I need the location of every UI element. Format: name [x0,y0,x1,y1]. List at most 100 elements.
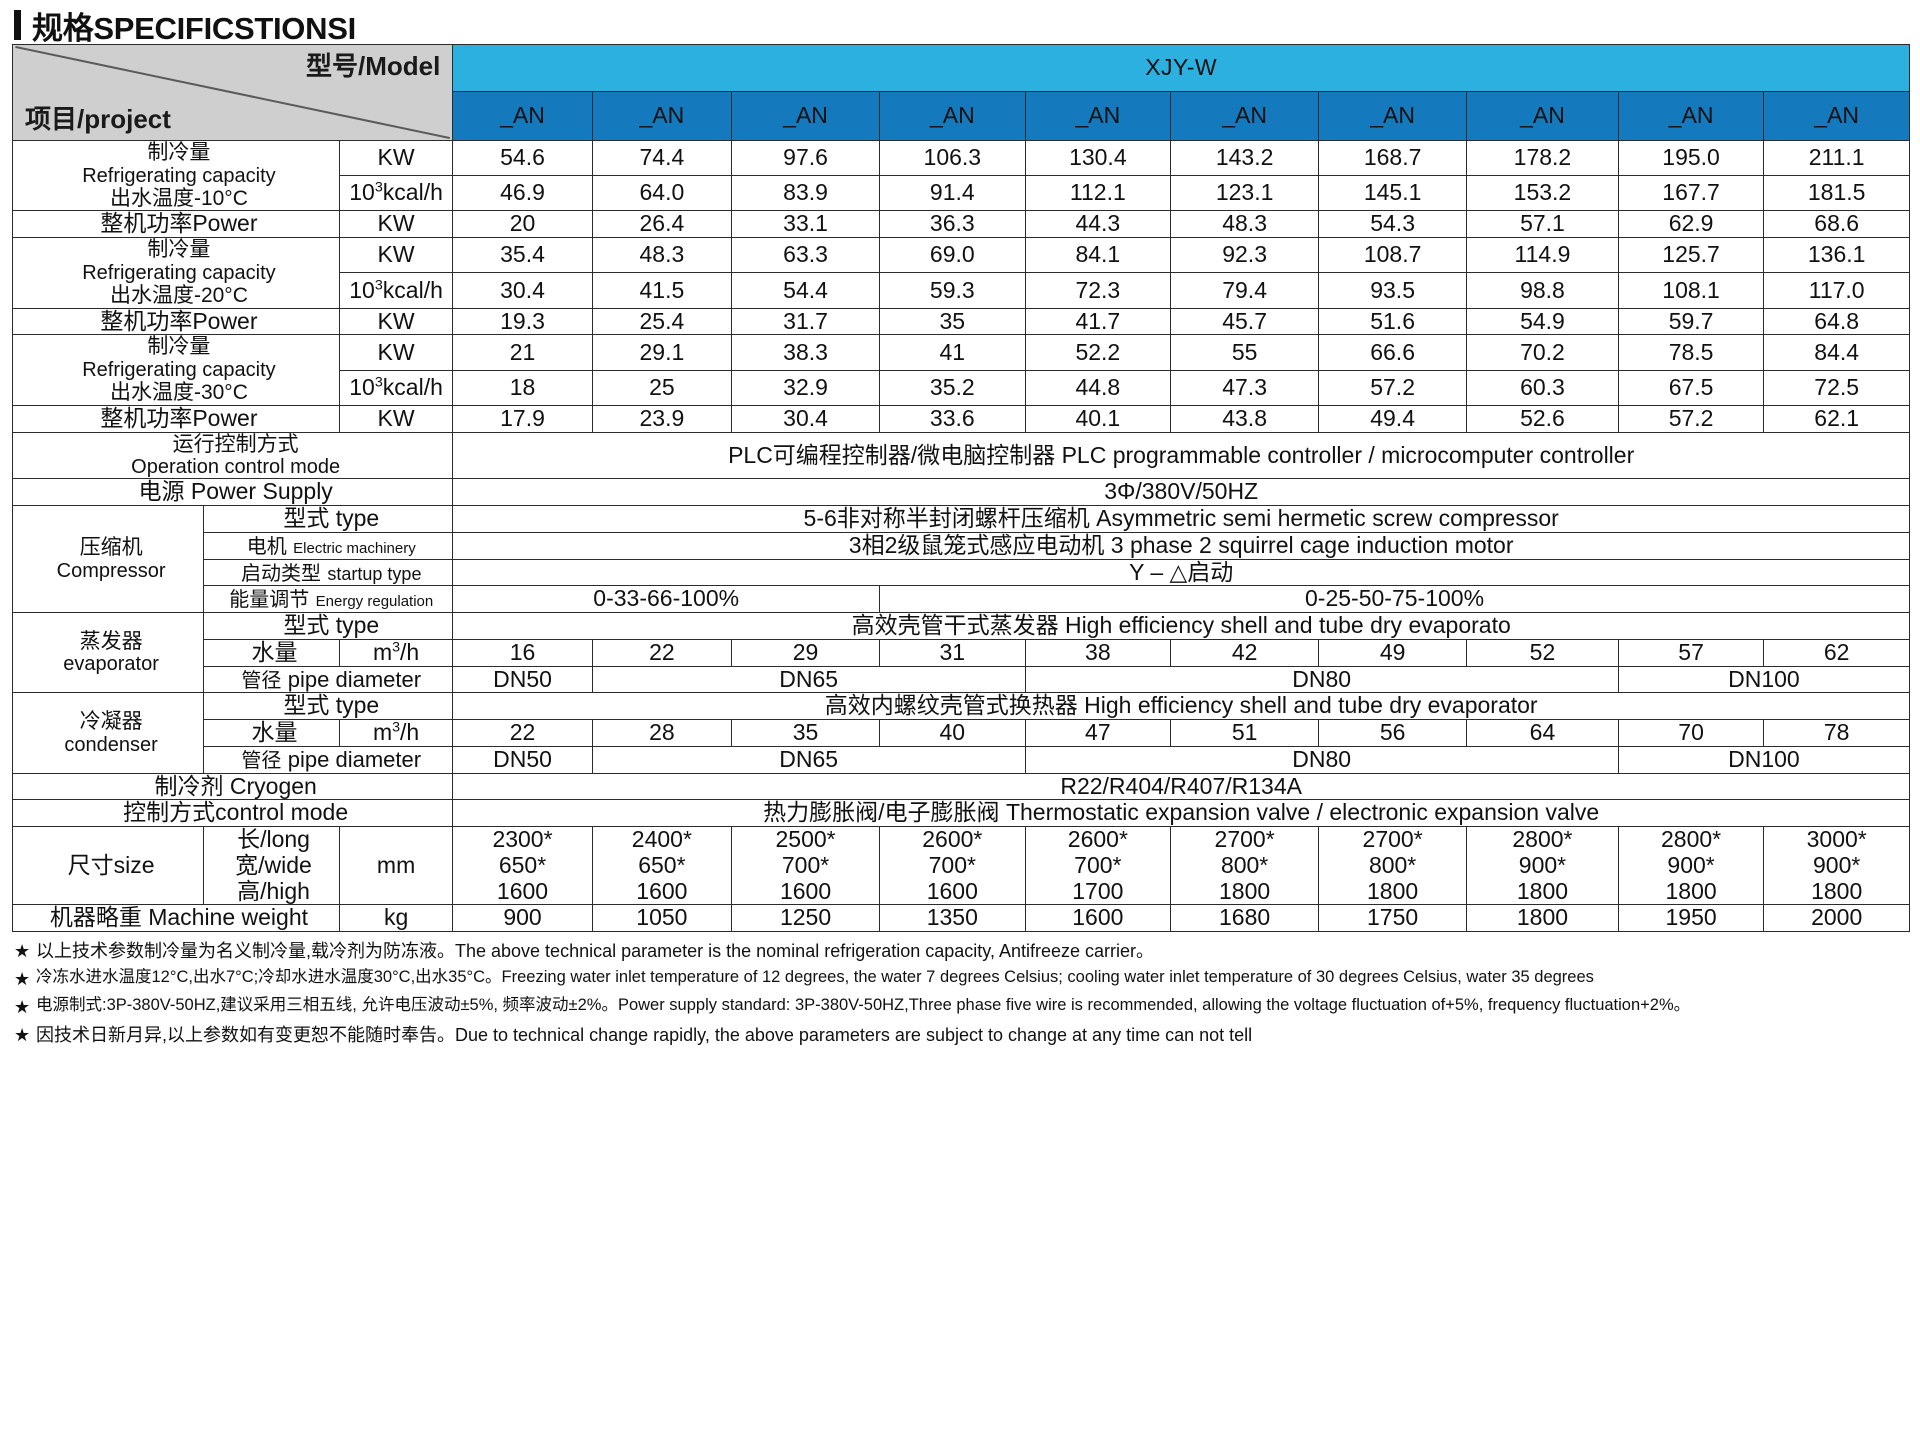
data-cell: 64.8 [1763,307,1910,336]
data-cell: 60.3 [1466,369,1619,406]
table-row: 电机 Electric machinery 3相2级鼠笼式感应电动机 3 pha… [13,531,1910,560]
data-cell: 168.7 [1318,139,1468,177]
data-cell: 31.7 [731,307,881,336]
model-column-header[interactable]: _AN [1466,91,1619,141]
row-label-compressor-startup: 启动类型 startup type [203,558,454,587]
data-cell: DN65 [591,665,1026,694]
table-row: 制冷量 Refrigerating capacity 出水温度-30°C KW … [12,334,1910,406]
data-cell: 57.1 [1466,210,1619,239]
model-column-header[interactable]: _AN [1024,91,1172,141]
data-cell: 41 [879,334,1026,371]
data-cell: 51 [1170,719,1320,747]
data-cell: 22 [452,719,593,747]
model-column-header[interactable]: _AN [1617,91,1765,141]
data-cell: 54.4 [731,272,881,309]
row-label-condenser-pipe: 管径 pipe diameter [203,745,454,774]
data-cell: 33.6 [879,404,1026,433]
footnote-item: ★ 因技术日新月异,以上参数如有变更恕不能随时奉告。Due to technic… [14,1022,1910,1049]
data-cell: 112.1 [1024,175,1172,212]
row-label-cn: 运行控制方式 [172,432,299,456]
data-cell: DN80 [1024,745,1619,774]
row-label-temp: 出水温度-20°C [109,284,248,308]
data-cell: 41.5 [591,272,733,309]
footnote-item: ★ 以上技术参数制冷量为名义制冷量,载冷剂为防冻液。The above tech… [14,938,1910,965]
data-cell: 30.4 [731,404,881,433]
data-cell: 79.4 [1170,272,1320,309]
model-column-header[interactable]: _AN [1170,91,1320,141]
group-label-cn: 蒸发器 [79,629,143,653]
data-cell: DN65 [591,745,1026,774]
row-label-compressor-energy: 能量调节 Energy regulation [203,585,454,614]
unit-cell: KW [338,139,454,177]
data-cell: 62.1 [1763,404,1910,433]
data-cell: 55 [1170,334,1320,371]
data-cell: 1600 [1024,904,1172,933]
data-cell: 59.3 [879,272,1026,309]
value-energy-regulation-right: 0-25-50-75-100% [879,585,1910,614]
table-row: 整机功率Power KW 19.3 25.4 31.7 35 41.7 45.7… [12,307,1910,336]
row-label-evaporator-flow: 水量 [203,638,340,667]
data-cell: 22 [591,638,733,667]
value-compressor-motor: 3相2级鼠笼式感应电动机 3 phase 2 squirrel cage ind… [452,531,1910,560]
unit-cell: KW [338,210,454,239]
data-cell: 40.1 [1024,404,1172,433]
model-column-header[interactable]: _AN [731,91,881,141]
data-cell: 114.9 [1466,237,1619,274]
row-label-power-30: 整机功率Power [12,404,340,433]
unit-cell: 103kcal/h [338,369,454,406]
table-row: 103kcal/h 30.4 41.5 54.4 59.3 72.3 79.4 … [13,272,1910,309]
unit-cell: KW [338,404,454,433]
data-cell: 26.4 [591,210,733,239]
row-label-cn: 制冷量 [147,335,211,359]
row-label-en: Refrigerating capacity [82,261,276,284]
data-cell: 2600* 700* 1600 [879,826,1026,906]
data-cell: 1950 [1617,904,1765,933]
data-cell: 1800 [1466,904,1619,933]
data-cell: 125.7 [1617,237,1765,274]
group-label-cn: 冷凝器 [79,710,143,734]
dim-label-high: 高/high [237,877,310,904]
data-cell: 2700* 800* 1800 [1318,826,1468,906]
model-column-header[interactable]: _AN [452,91,593,141]
group-label-en: evaporator [63,653,159,676]
data-cell: 43.8 [1170,404,1320,433]
data-cell: 63.3 [731,237,881,274]
data-cell: 2300* 650* 1600 [452,826,593,906]
data-cell: 72.5 [1763,369,1910,406]
data-cell: 54.3 [1318,210,1468,239]
data-cell: 46.9 [452,175,593,212]
table-row: 制冷剂 Cryogen R22/R404/R407/R134A [11,772,1910,801]
model-column-header[interactable]: _AN [1763,91,1910,141]
row-label-cn: 制冷量 [147,141,211,164]
data-cell: 64.0 [591,175,733,212]
data-cell: 1350 [879,904,1026,933]
table-row: 水量 m3/h 16 22 29 31 38 42 49 52 57 62 [13,638,1910,667]
data-cell: 2600* 700* 1700 [1024,826,1172,906]
model-column-header[interactable]: _AN [1318,91,1468,141]
data-cell: DN80 [1024,665,1619,694]
data-cell: 16 [452,638,593,667]
data-cell: 20 [452,210,593,239]
model-column-header[interactable]: _AN [591,91,733,141]
star-icon: ★ [14,997,31,1018]
data-cell: 56 [1318,719,1468,747]
data-cell: 84.1 [1024,237,1172,274]
data-cell: 72.3 [1024,272,1172,309]
data-cell: 47.3 [1170,369,1320,406]
table-row: 水量 m3/h 22 28 35 40 47 51 56 64 70 78 [13,719,1910,747]
table-header-series-row: 型号/Model 项目/project XJY-W [11,44,1910,141]
data-cell: 136.1 [1763,237,1910,274]
data-cell: 145.1 [1318,175,1468,212]
data-cell: 33.1 [731,210,881,239]
data-cell: 41.7 [1024,307,1172,336]
table-row: 电源 Power Supply 3Φ/380V/50HZ [11,478,1910,507]
table-row: 整机功率Power KW 17.9 23.9 30.4 33.6 40.1 43… [12,404,1910,433]
row-label-dimensions: 长/long 宽/wide 高/high [203,826,340,906]
diagonal-divider-icon [15,46,451,139]
footnote-text: 电源制式:3P-380V-50HZ,建议采用三相五线, 允许电压波动±5%, 频… [36,996,1691,1015]
value-control-mode: 热力膨胀阀/电子膨胀阀 Thermostatic expansion valve… [452,799,1910,828]
title-cn: 规格 [32,10,94,46]
model-column-header[interactable]: _AN [879,91,1026,141]
data-cell: 108.1 [1617,272,1765,309]
data-cell: 57.2 [1617,404,1765,433]
